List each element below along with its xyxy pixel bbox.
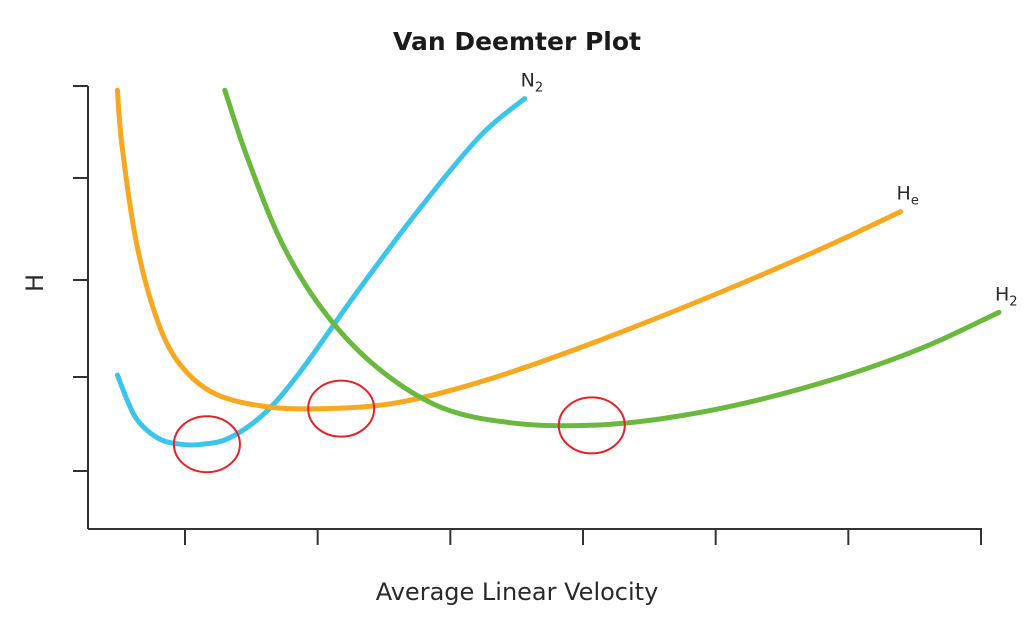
series-labels: N2 He H2	[521, 70, 1018, 310]
optimum-markers	[172, 379, 626, 474]
chart-title: Van Deemter Plot	[393, 27, 641, 56]
optimum-circle-h2	[557, 396, 626, 455]
series-line-he	[114, 87, 904, 412]
optimum-circle-he	[307, 379, 376, 438]
series-label-h2: H2	[995, 283, 1018, 309]
series-line-n2	[114, 96, 528, 448]
optimum-circle-n2	[172, 415, 241, 474]
x-axis-label: Average Linear Velocity	[376, 578, 659, 606]
series-label-n2: N2	[521, 70, 544, 96]
series-line-h2	[222, 87, 1002, 429]
axis-ticks	[73, 85, 982, 545]
y-axis-label: H	[21, 274, 49, 292]
series-curves	[114, 87, 1002, 448]
series-label-he: He	[897, 183, 919, 209]
